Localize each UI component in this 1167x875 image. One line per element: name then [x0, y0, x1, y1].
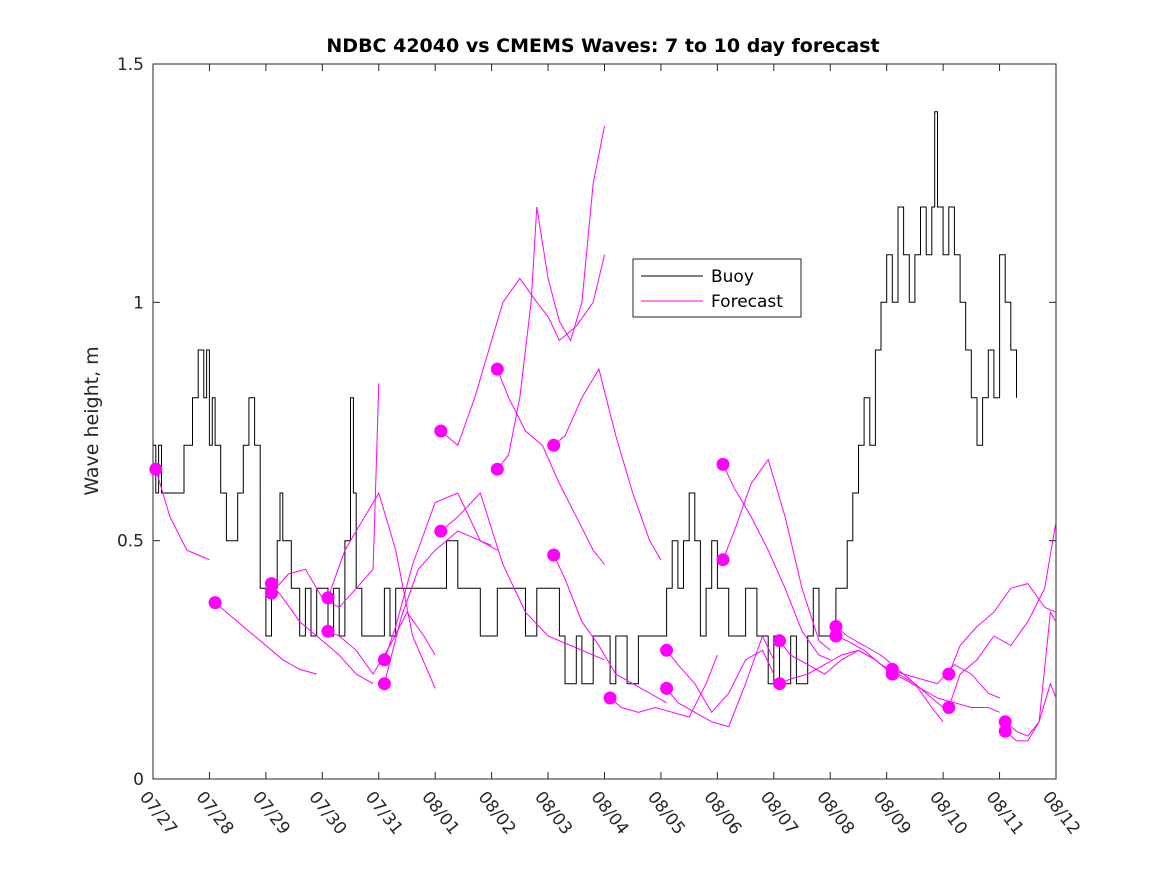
forecast-series-line	[1004, 610, 1057, 742]
y-tick-label: 0.5	[117, 532, 144, 552]
forecast-series-line	[948, 521, 1057, 708]
forecast-series-line	[892, 673, 1000, 713]
forecast-series-line	[835, 626, 944, 708]
forecast-start-marker	[434, 424, 448, 438]
forecast-series-line	[155, 469, 210, 561]
forecast-series-line	[440, 492, 605, 661]
forecast-start-marker	[998, 724, 1012, 738]
forecast-start-marker	[716, 553, 730, 567]
forecast-series-line	[666, 649, 775, 714]
y-tick-label: 1.5	[117, 55, 144, 75]
forecast-series-line	[553, 554, 667, 704]
forecast-start-marker	[434, 524, 448, 538]
forecast-start-marker	[377, 677, 391, 691]
forecast-series-line	[948, 583, 1057, 675]
forecast-start-marker	[603, 691, 617, 705]
y-tick-label: 0	[133, 770, 144, 790]
legend-box	[632, 258, 802, 318]
forecast-start-marker	[660, 643, 674, 657]
forecast-start-marker	[547, 548, 561, 562]
forecast-start-marker	[773, 634, 786, 648]
forecast-start-marker	[773, 677, 786, 691]
y-axis: 0 0.5 1 1.5	[117, 55, 1056, 790]
forecast-series-line	[214, 602, 317, 675]
forecast-series-line	[609, 654, 718, 718]
forecast-start-marker	[377, 653, 391, 667]
forecast-start-marker	[547, 438, 561, 452]
forecast-series-line	[553, 367, 662, 560]
forecast-series-line	[722, 458, 831, 651]
forecast-start-marker	[490, 362, 504, 376]
forecast-start-marker	[885, 667, 899, 681]
chart-title: NDBC 42040 vs CMEMS Waves: 7 to 10 day f…	[326, 35, 879, 57]
forecast-series-line	[722, 464, 831, 661]
legend: Buoy Forecast	[632, 258, 802, 318]
forecast-series-line	[1004, 682, 1057, 737]
y-axis-label: Wave height, m	[81, 346, 103, 495]
forecast-series-line	[271, 583, 374, 685]
forecast-series-line	[496, 368, 605, 565]
forecast-series-line	[440, 254, 605, 447]
legend-label-forecast: Forecast	[711, 292, 783, 312]
forecast-start-marker	[149, 462, 163, 476]
marker-layer	[149, 362, 1012, 738]
forecast-series-line	[666, 634, 775, 728]
series-layer	[153, 111, 1057, 742]
forecast-start-marker	[321, 624, 335, 638]
forecast-start-marker	[716, 457, 730, 471]
y-tick-label: 1	[133, 293, 144, 313]
forecast-series-line	[327, 491, 436, 689]
forecast-start-marker	[829, 629, 843, 643]
legend-label-buoy: Buoy	[711, 267, 754, 287]
forecast-start-marker	[942, 667, 956, 681]
forecast-start-marker	[208, 596, 222, 610]
forecast-start-marker	[490, 462, 504, 476]
buoy-series-line	[153, 111, 1017, 685]
forecast-start-marker	[265, 586, 278, 600]
forecast-start-marker	[660, 681, 674, 695]
forecast-series-line	[496, 125, 605, 470]
forecast-series-line	[779, 649, 893, 685]
forecast-start-marker	[942, 701, 956, 714]
forecast-start-marker	[321, 591, 335, 605]
forecast-series-line	[383, 530, 498, 684]
